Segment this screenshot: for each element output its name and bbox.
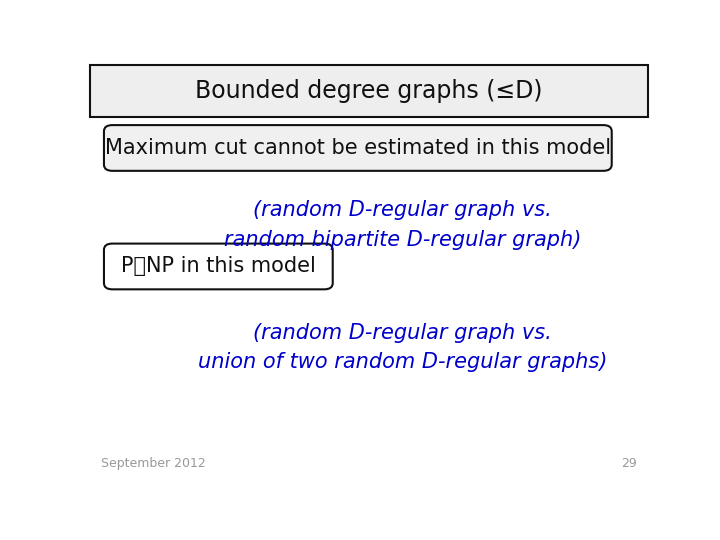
Text: September 2012: September 2012: [101, 457, 206, 470]
Text: Maximum cut cannot be estimated in this model: Maximum cut cannot be estimated in this …: [105, 138, 611, 158]
Text: (random D-regular graph vs.
random bipartite D-regular graph): (random D-regular graph vs. random bipar…: [224, 200, 581, 249]
Text: PⓃNP in this model: PⓃNP in this model: [121, 256, 316, 276]
Text: (random D-regular graph vs.
union of two random D-regular graphs): (random D-regular graph vs. union of two…: [198, 323, 607, 373]
FancyBboxPatch shape: [90, 65, 648, 117]
FancyBboxPatch shape: [104, 125, 612, 171]
Text: Bounded degree graphs (≤D): Bounded degree graphs (≤D): [195, 79, 543, 103]
FancyBboxPatch shape: [104, 244, 333, 289]
Text: 29: 29: [621, 457, 637, 470]
